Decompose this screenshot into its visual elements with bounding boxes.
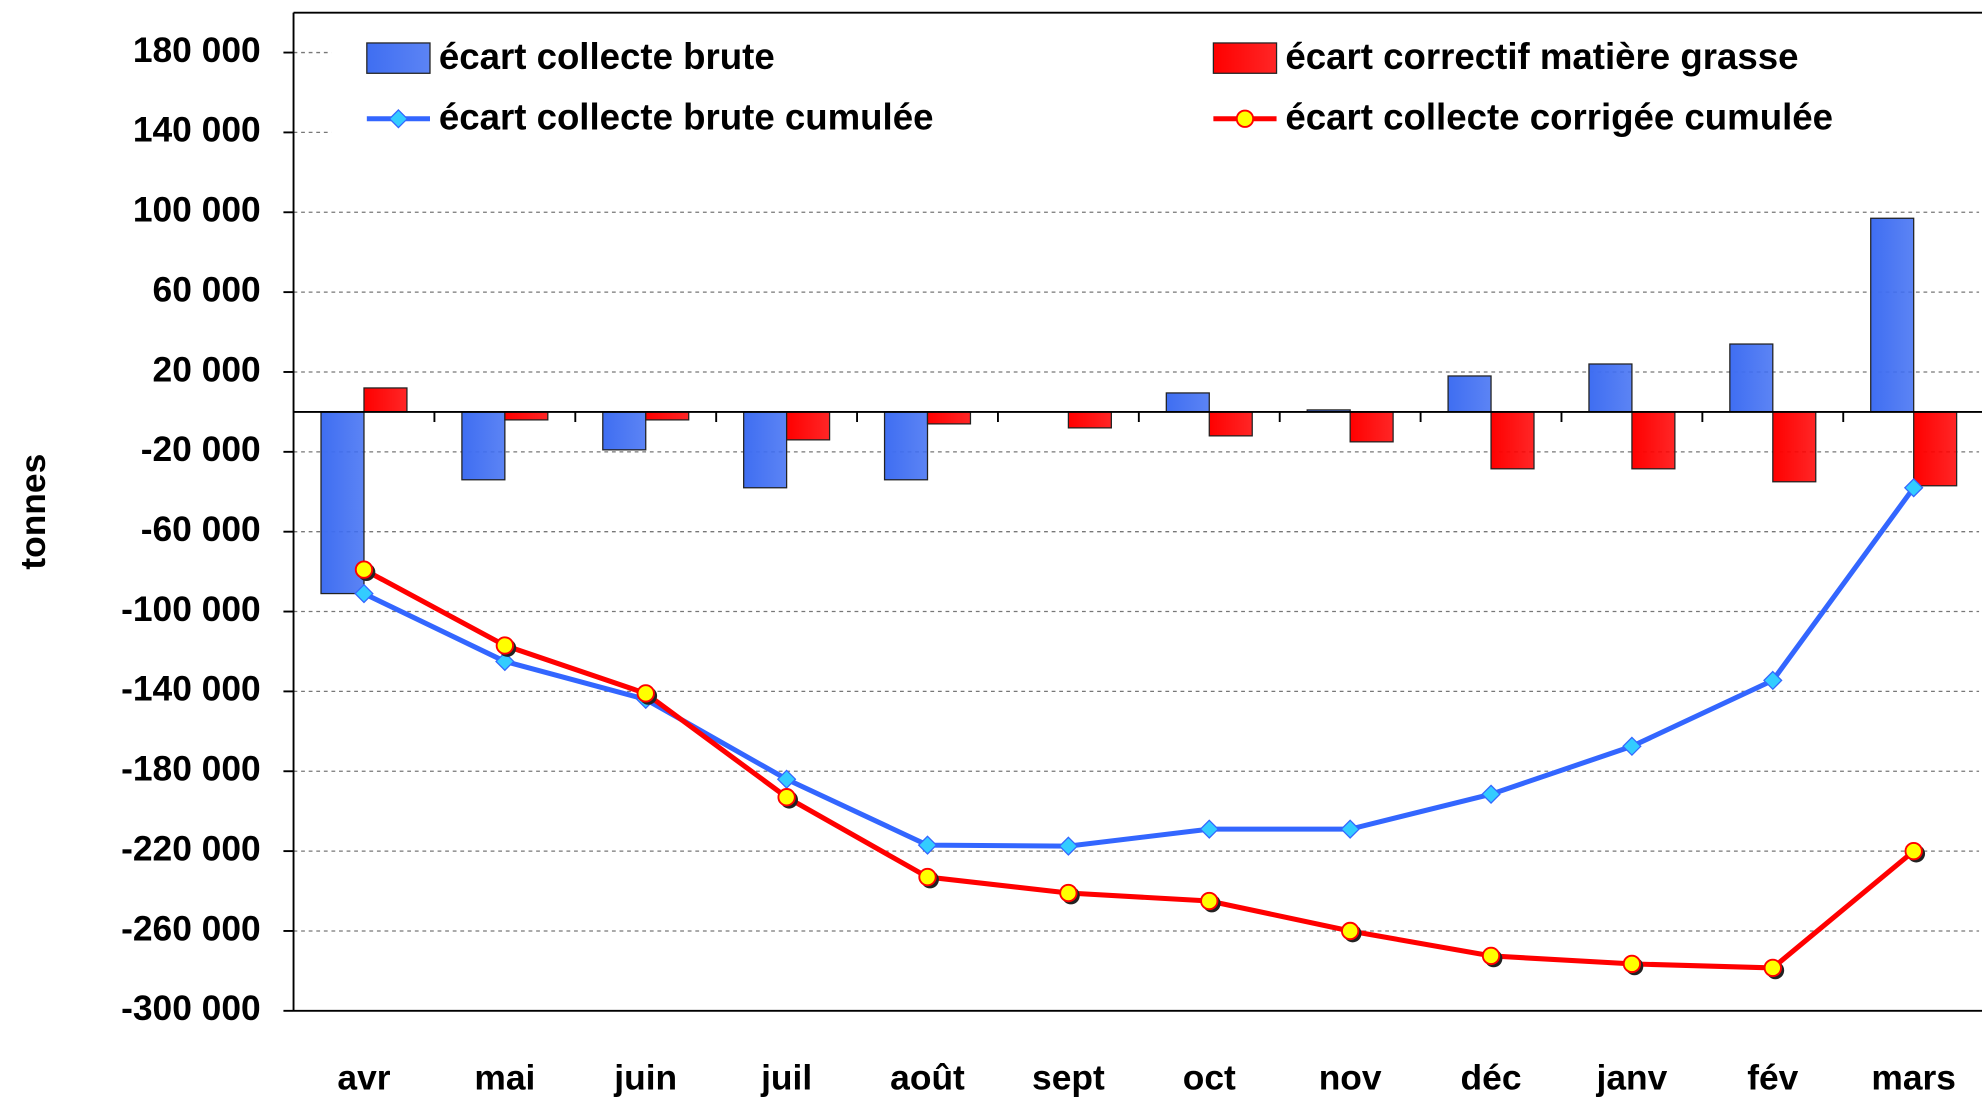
x-tick-label: juil — [760, 1059, 812, 1098]
bar — [1349, 411, 1394, 443]
x-tick-label: mars — [1871, 1059, 1956, 1098]
bar — [1772, 411, 1817, 483]
x-tick-label: avr — [337, 1059, 390, 1098]
y-tick-label: -20 000 — [141, 430, 261, 469]
y-tick-label: -60 000 — [141, 510, 261, 549]
bar — [1490, 411, 1535, 470]
bar — [1447, 375, 1492, 413]
marker — [1059, 883, 1078, 903]
y-tick-label: -140 000 — [121, 670, 261, 709]
marker — [1481, 946, 1501, 966]
bar — [320, 411, 365, 595]
legend-marker — [1235, 109, 1255, 128]
x-tick-label: août — [890, 1059, 965, 1098]
marker — [636, 684, 655, 703]
x-tick-label: mai — [474, 1059, 535, 1098]
marker — [1481, 784, 1501, 804]
y-tick-label: -260 000 — [121, 909, 261, 948]
y-tick-label: -300 000 — [121, 989, 261, 1028]
x-tick-label: juin — [613, 1059, 677, 1098]
x-tick-label: janv — [1596, 1059, 1668, 1098]
marker — [1903, 478, 1924, 498]
marker — [917, 835, 938, 855]
legend-label: écart collecte brute — [439, 36, 775, 77]
bar — [602, 411, 647, 451]
marker — [495, 651, 515, 672]
bar — [645, 411, 690, 421]
x-tick-label: déc — [1461, 1059, 1522, 1098]
marker — [1200, 891, 1219, 911]
legend-label: écart collecte brute cumulée — [439, 97, 934, 138]
x-tick-label: nov — [1319, 1059, 1382, 1098]
y-tick-label: 20 000 — [153, 350, 261, 389]
y-tick-label: 100 000 — [133, 191, 261, 230]
x-tick-label: sept — [1032, 1059, 1105, 1098]
marker — [354, 583, 374, 604]
bar — [461, 411, 506, 481]
marker — [777, 788, 796, 807]
bar — [743, 411, 788, 489]
x-tick-label: oct — [1183, 1059, 1236, 1098]
marker — [354, 560, 374, 579]
x-tick-label: fév — [1747, 1059, 1798, 1098]
y-axis-label: tonnes — [14, 454, 53, 570]
marker — [1058, 836, 1079, 856]
y-tick-label: -180 000 — [121, 750, 261, 789]
marker — [1622, 736, 1642, 757]
marker — [1622, 954, 1642, 974]
y-tick-label: 60 000 — [153, 270, 261, 309]
bar — [1208, 411, 1253, 437]
marker — [1763, 958, 1782, 978]
bar — [1588, 363, 1633, 413]
bar — [363, 387, 408, 413]
marker — [1763, 670, 1783, 691]
y-tick-label: 140 000 — [133, 111, 261, 150]
legend-swatch — [1212, 42, 1278, 74]
bar — [926, 411, 972, 425]
marker — [1340, 921, 1360, 941]
bar — [504, 411, 549, 421]
bar — [883, 411, 929, 481]
bar — [1913, 411, 1958, 487]
bar — [785, 411, 831, 441]
marker — [1904, 841, 1923, 861]
line — [362, 567, 1916, 971]
legend-box — [331, 22, 1982, 150]
legend-marker — [388, 109, 409, 129]
marker — [918, 867, 937, 887]
marker — [1199, 819, 1220, 839]
line — [362, 486, 1916, 849]
bar — [1870, 217, 1915, 413]
marker — [1340, 819, 1360, 839]
y-tick-label: -220 000 — [121, 829, 261, 868]
y-tick-label: -100 000 — [121, 590, 261, 629]
y-tick-label: 180 000 — [133, 31, 261, 70]
legend-label: écart collecte corrigée cumulée — [1285, 97, 1833, 138]
bar — [1165, 392, 1210, 413]
bar — [1067, 411, 1112, 429]
legend-swatch — [366, 42, 431, 74]
bar — [1729, 343, 1774, 413]
legend-label: écart correctif matière grasse — [1285, 36, 1798, 77]
marker — [495, 636, 515, 655]
bar — [1631, 411, 1676, 470]
